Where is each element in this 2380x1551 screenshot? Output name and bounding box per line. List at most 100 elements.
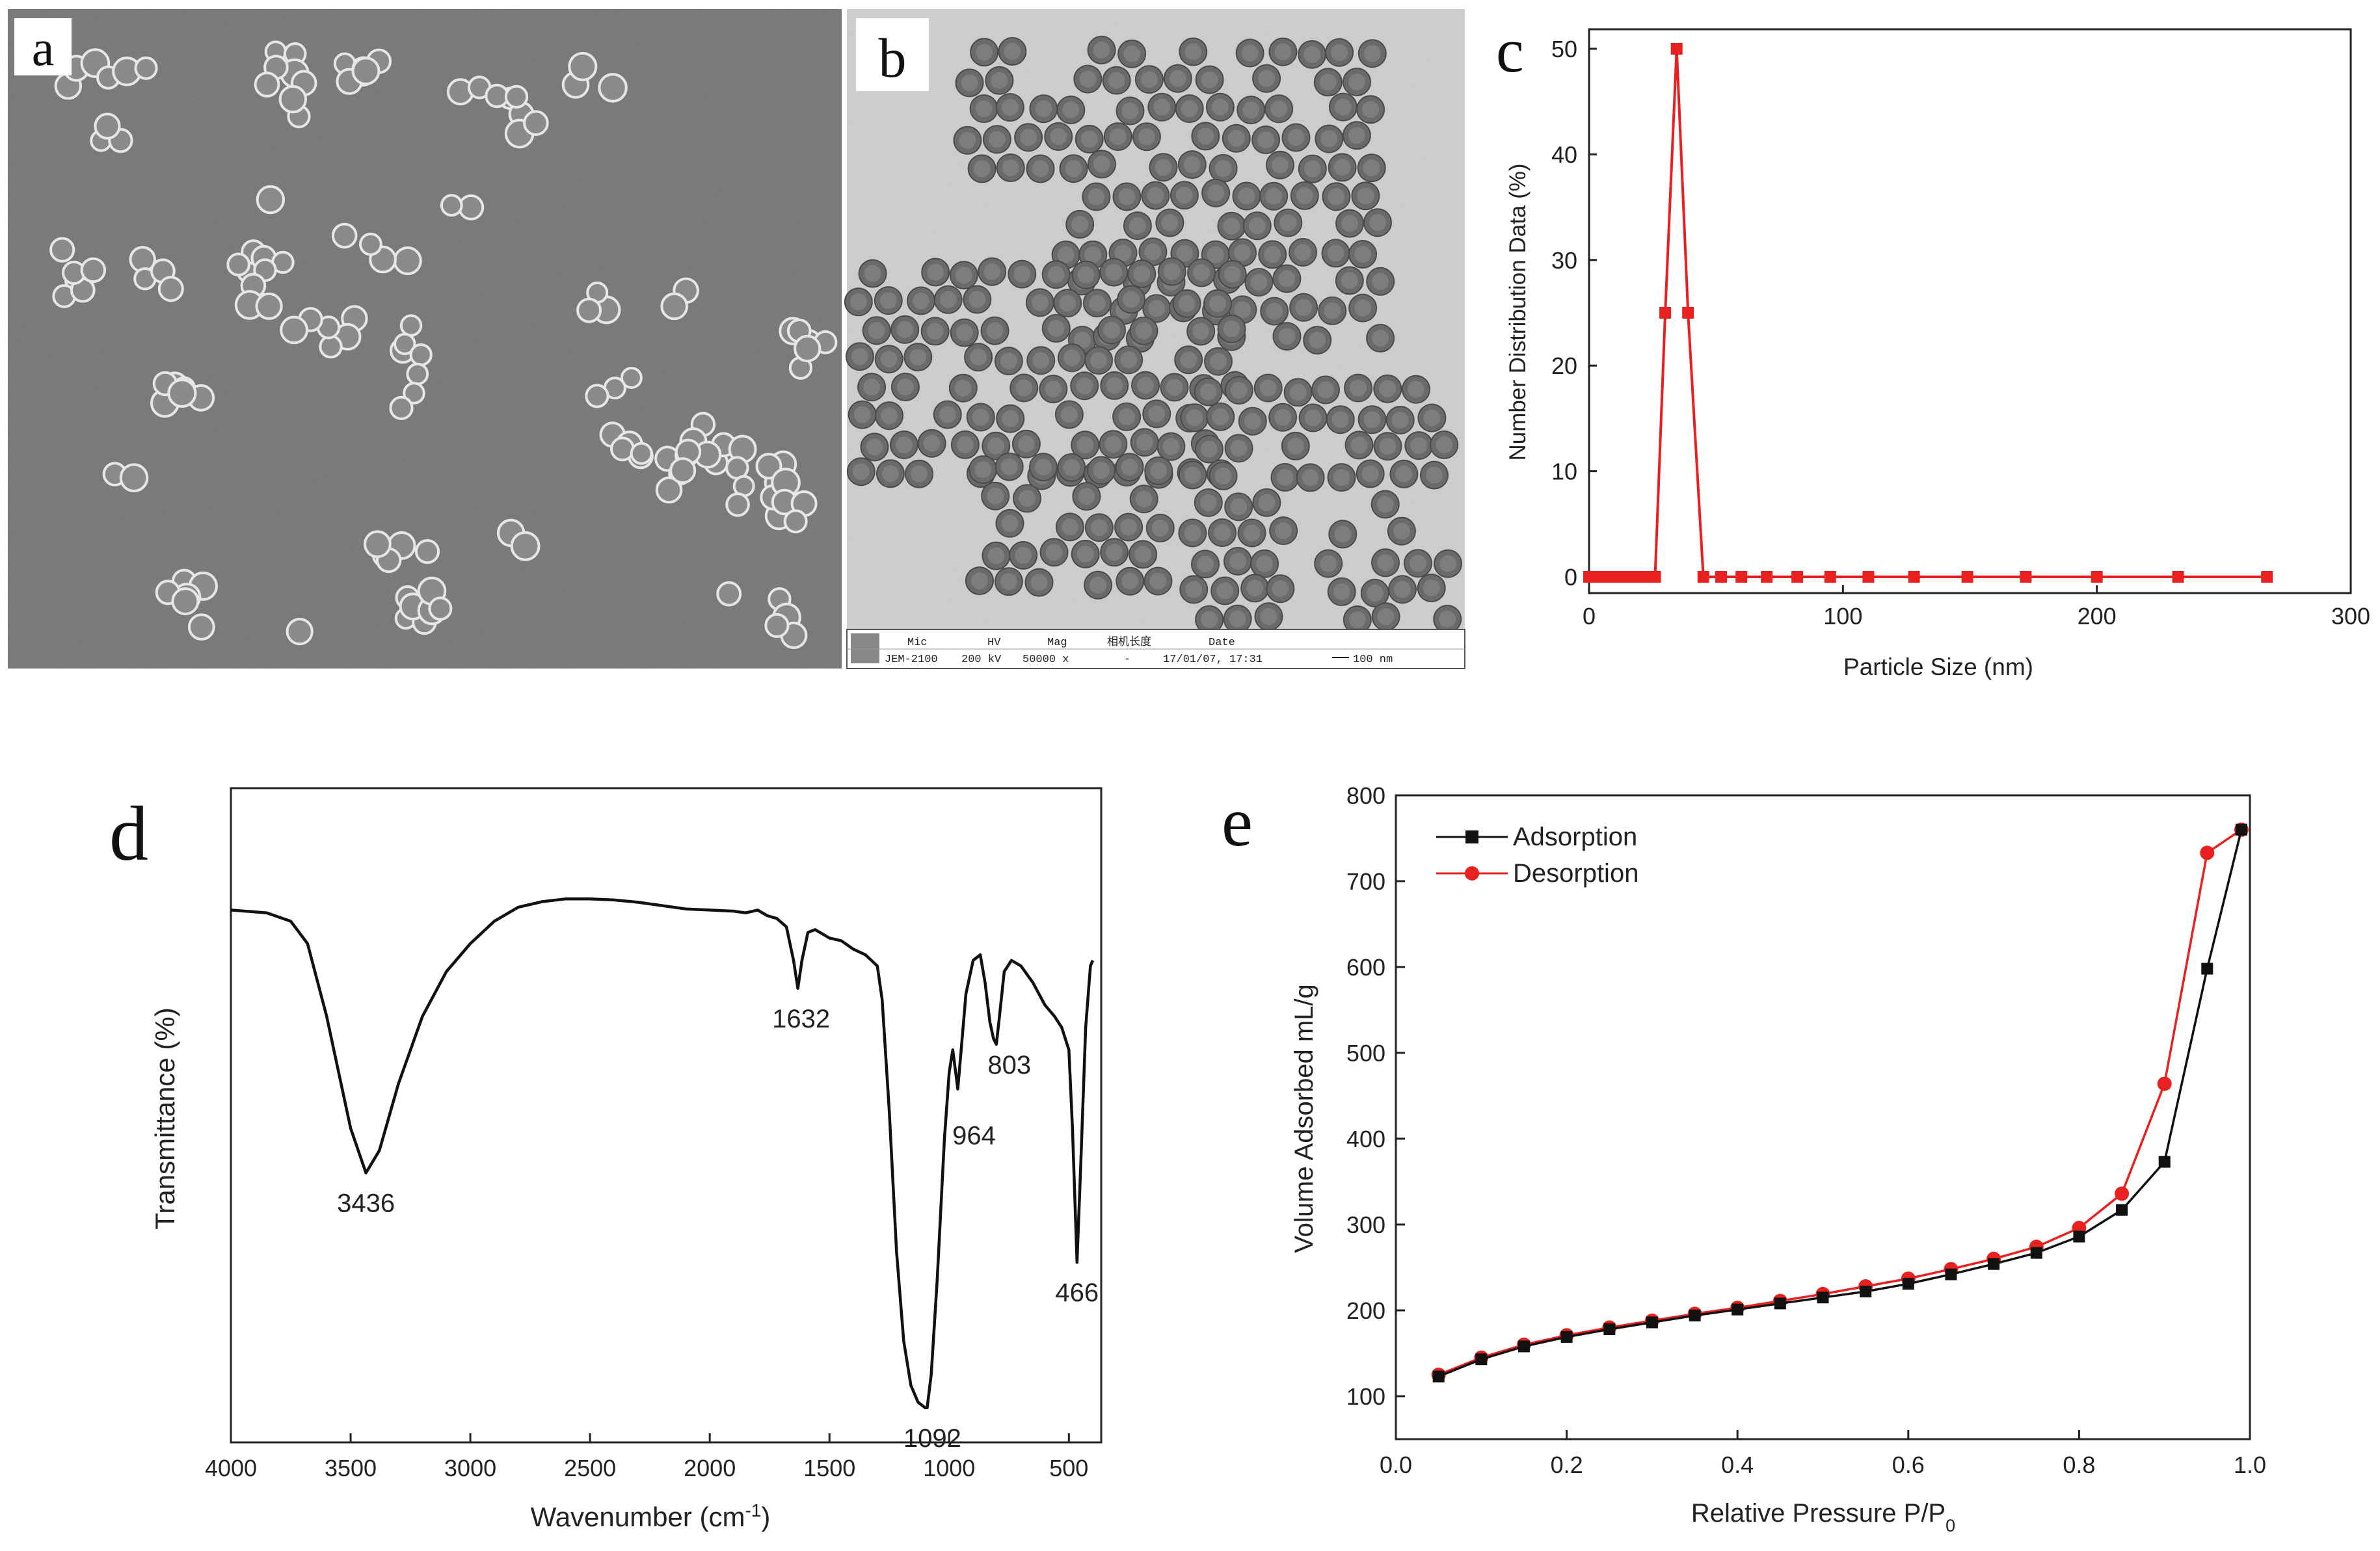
tem-sphere-core [1134,546,1152,563]
tem-sphere-core [1103,321,1120,339]
tem-sphere-core [1243,524,1261,542]
chart-d-x-tick-label: 1500 [803,1455,855,1481]
panel-a-sem-image: a [8,9,842,669]
chart-c-y-tick-label: 40 [1551,141,1577,168]
panel-b-tem-image: b Mic HV Mag 相机长度 Date JEM-2100 200 kV 5… [844,9,1465,669]
tem-sphere-core [1214,159,1232,177]
tem-sphere-core [1333,159,1351,176]
tem-sphere-core [1148,405,1166,423]
tem-sphere-core [1341,215,1359,232]
tem-sphere-core [1201,611,1218,628]
chart-c-data-point [2172,571,2184,583]
tem-sphere-core [923,434,941,452]
tem-particles [844,35,1462,634]
tem-sphere-core [1354,246,1371,263]
tem-sphere-core [939,291,957,308]
tem-sphere-core [1207,246,1224,263]
chart-e-point-adsorption [1689,1309,1701,1321]
tem-sphere-core [1327,245,1344,262]
sem-particle [49,237,75,263]
tem-sphere-core [1279,214,1297,232]
chart-c-y-tick-label: 20 [1551,352,1577,379]
chart-e-point-adsorption [2030,1247,2042,1259]
tem-sphere-core [955,267,972,284]
sem-particle [134,56,158,80]
tem-mic-header: Mic [907,637,928,649]
chart-e-x-label: Relative Pressure P/P0 [1691,1499,1955,1535]
sem-particle [504,85,529,109]
tem-sphere-core [970,349,987,366]
tem-sphere-core [1140,71,1158,88]
tem-sphere-core [1242,101,1260,119]
tem-sphere-core [1192,323,1210,340]
chart-c-y-label: Number Distribution Data (%) [1505,163,1531,460]
tem-sphere-core [1331,44,1348,61]
tem-sphere-core [880,351,898,368]
tem-sphere-core [1193,264,1210,282]
chart-e-point-adsorption [1817,1292,1829,1304]
tem-sphere-core [1129,217,1146,235]
chart-c-data-point [1682,307,1694,319]
tem-sphere-core [1223,265,1241,283]
tem-sphere-core [1137,377,1154,394]
sem-particle [458,194,485,220]
chart-d-peak-label-1632: 1632 [772,1005,830,1033]
tem-sphere-core [1120,351,1138,369]
sem-particle [351,57,381,86]
tem-scale-label: 100 nm [1353,654,1393,666]
tem-camera-length-value: - [1124,654,1130,666]
tem-sphere-core [961,74,978,92]
tem-sphere-core [956,436,974,453]
chart-e-line-adsorption [1438,829,2243,1378]
tem-sphere-core [1001,99,1019,116]
tem-sphere-core [1210,352,1227,370]
tem-sphere-core [1333,469,1350,486]
tem-sphere-core [1410,555,1426,572]
tem-sphere-core [1393,522,1410,540]
tem-sphere-core [1363,45,1381,62]
sem-particle [655,476,683,504]
tem-sphere-core [1287,129,1305,146]
tem-sphere-core [1106,377,1123,394]
sem-particle [187,613,215,641]
tem-sphere-core [1294,244,1311,261]
tem-sphere-core [1166,378,1183,396]
tem-sphere-core [1077,266,1095,284]
tem-sphere-core [1135,490,1153,508]
chart-d-spectrum-line [230,897,1095,1410]
tem-sphere-core [1436,436,1453,453]
tem-sphere-core [1123,45,1141,62]
tem-sphere-core [1200,440,1218,458]
tem-sphere-core [1109,128,1127,146]
tem-sphere-core [1000,458,1018,475]
sem-particle [119,463,149,493]
tem-sphere-core [1423,409,1441,427]
tem-sphere-core [1062,101,1080,118]
chart-e-x-tick-label: 1.0 [2234,1452,2266,1478]
tem-sphere-core [1057,246,1075,263]
sem-particle [167,378,197,408]
chart-e-point-adsorption [1518,1340,1530,1353]
chart-e-y-tick-label: 600 [1346,954,1385,981]
chart-d-series [230,897,1095,1410]
chart-d-plot-area [230,787,1103,1444]
tem-sphere-core [1230,498,1248,516]
sem-particle [485,83,509,109]
tem-sphere-core [1250,274,1268,291]
legend-desorption-marker [1465,866,1479,881]
tem-sphere-core [1186,409,1203,427]
chart-e-y-tick-label: 700 [1346,868,1385,895]
chart-e-point-desorption [2200,845,2215,860]
sem-particle [94,113,121,140]
sem-particle [359,232,382,256]
tem-sphere-core [1408,380,1424,398]
tem-sphere-core [1304,160,1321,178]
tem-sphere-core [1248,217,1266,235]
tem-sphere-core [1149,572,1167,590]
panel-c-size-distribution-chart: c 0 10 20 30 40 50 0 100 200 300 Particle Size (… [1496,16,2370,680]
tem-sphere-core [972,408,989,426]
sem-particle [755,453,782,480]
tem-sphere-core [1223,320,1240,338]
chart-e-point-adsorption [1988,1258,2000,1270]
